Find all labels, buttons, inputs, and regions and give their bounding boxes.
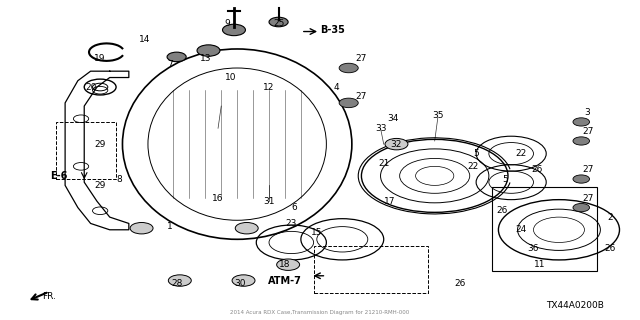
Text: 12: 12 [263, 83, 275, 92]
Text: 32: 32 [391, 140, 402, 148]
Text: 10: 10 [225, 73, 237, 82]
Text: 5: 5 [502, 174, 508, 184]
Text: 26: 26 [604, 244, 616, 253]
Text: 27: 27 [582, 127, 593, 136]
Text: 22: 22 [467, 162, 479, 171]
Circle shape [167, 52, 186, 62]
Text: 27: 27 [356, 92, 367, 101]
Circle shape [232, 275, 255, 286]
Text: 27: 27 [582, 194, 593, 203]
Circle shape [269, 17, 288, 27]
Text: 18: 18 [279, 260, 291, 269]
Text: 16: 16 [212, 194, 224, 203]
Text: 3: 3 [585, 108, 591, 117]
Text: 13: 13 [200, 54, 211, 63]
Circle shape [276, 259, 300, 270]
Text: 35: 35 [432, 111, 444, 120]
Text: 1: 1 [168, 222, 173, 231]
Text: 19: 19 [95, 54, 106, 63]
Text: 33: 33 [375, 124, 387, 133]
Text: 26: 26 [531, 165, 542, 174]
Text: 7: 7 [168, 60, 173, 69]
Text: 2014 Acura RDX Case,Transmission Diagram for 21210-RMH-000: 2014 Acura RDX Case,Transmission Diagram… [230, 310, 410, 316]
Text: 29: 29 [95, 181, 106, 190]
Text: 34: 34 [388, 114, 399, 123]
Circle shape [236, 222, 258, 234]
Text: 22: 22 [515, 149, 526, 158]
Text: 9: 9 [225, 19, 230, 28]
Text: B-35: B-35 [320, 25, 345, 35]
Circle shape [197, 45, 220, 56]
Circle shape [573, 137, 589, 145]
Circle shape [130, 222, 153, 234]
Text: 8: 8 [116, 174, 122, 184]
Text: 6: 6 [292, 203, 298, 212]
Text: 24: 24 [515, 225, 526, 234]
Text: TX44A0200B: TX44A0200B [546, 301, 604, 310]
Circle shape [223, 24, 246, 36]
Text: 5: 5 [473, 149, 479, 158]
Text: 23: 23 [285, 219, 297, 228]
Text: 30: 30 [235, 279, 246, 288]
Circle shape [573, 118, 589, 126]
Text: 31: 31 [263, 197, 275, 206]
Text: 29: 29 [95, 140, 106, 148]
Text: 27: 27 [356, 54, 367, 63]
Text: 27: 27 [582, 165, 593, 174]
Text: 26: 26 [496, 206, 508, 215]
Text: 28: 28 [171, 279, 182, 288]
Text: 14: 14 [139, 35, 150, 44]
Text: 11: 11 [534, 260, 545, 269]
Circle shape [339, 63, 358, 73]
Circle shape [573, 175, 589, 183]
Text: 25: 25 [273, 19, 284, 28]
Circle shape [339, 98, 358, 108]
Text: ATM-7: ATM-7 [268, 276, 302, 285]
Circle shape [385, 139, 408, 150]
Text: 36: 36 [528, 244, 540, 253]
Text: E-6: E-6 [50, 171, 67, 181]
Text: FR.: FR. [42, 292, 56, 301]
Text: 4: 4 [333, 83, 339, 92]
Text: 20: 20 [85, 83, 96, 92]
Text: 26: 26 [454, 279, 466, 288]
Text: 17: 17 [385, 197, 396, 206]
Text: 15: 15 [311, 228, 323, 237]
Text: 21: 21 [378, 159, 389, 168]
Text: 2: 2 [607, 212, 612, 222]
Circle shape [168, 275, 191, 286]
Circle shape [573, 204, 589, 212]
